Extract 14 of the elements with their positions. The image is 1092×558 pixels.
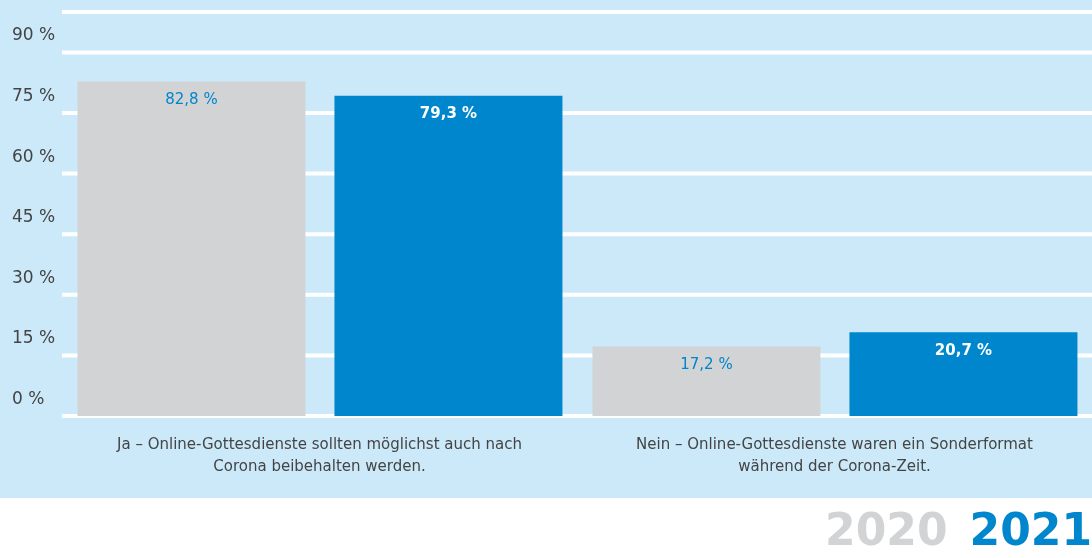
y-tick-label: 30 % (12, 266, 56, 287)
x-tick-label: Ja – Online-Gottesdienste sollten möglichst auch nach Corona beibehalten werden. (116, 434, 522, 475)
series-label: 2021 (969, 504, 1092, 555)
data-label: 79,3 % (419, 104, 478, 123)
y-tick-label: 0 % (12, 388, 45, 408)
y-tick-label: 90 % (12, 24, 56, 45)
data-label: 20,7 % (934, 341, 993, 360)
data-label: 17,2 % (680, 355, 733, 374)
x-tick-label: Nein – Online-Gottesdienste waren ein Sonderformat während der Corona-Zeit. (636, 434, 1034, 475)
y-tick-label: 15 % (12, 327, 56, 348)
y-tick-label: 45 % (12, 206, 56, 227)
y-tick-label: 75 % (12, 85, 56, 105)
y-tick-label: 60 % (12, 145, 56, 166)
data-label: 82,8 % (165, 90, 218, 109)
